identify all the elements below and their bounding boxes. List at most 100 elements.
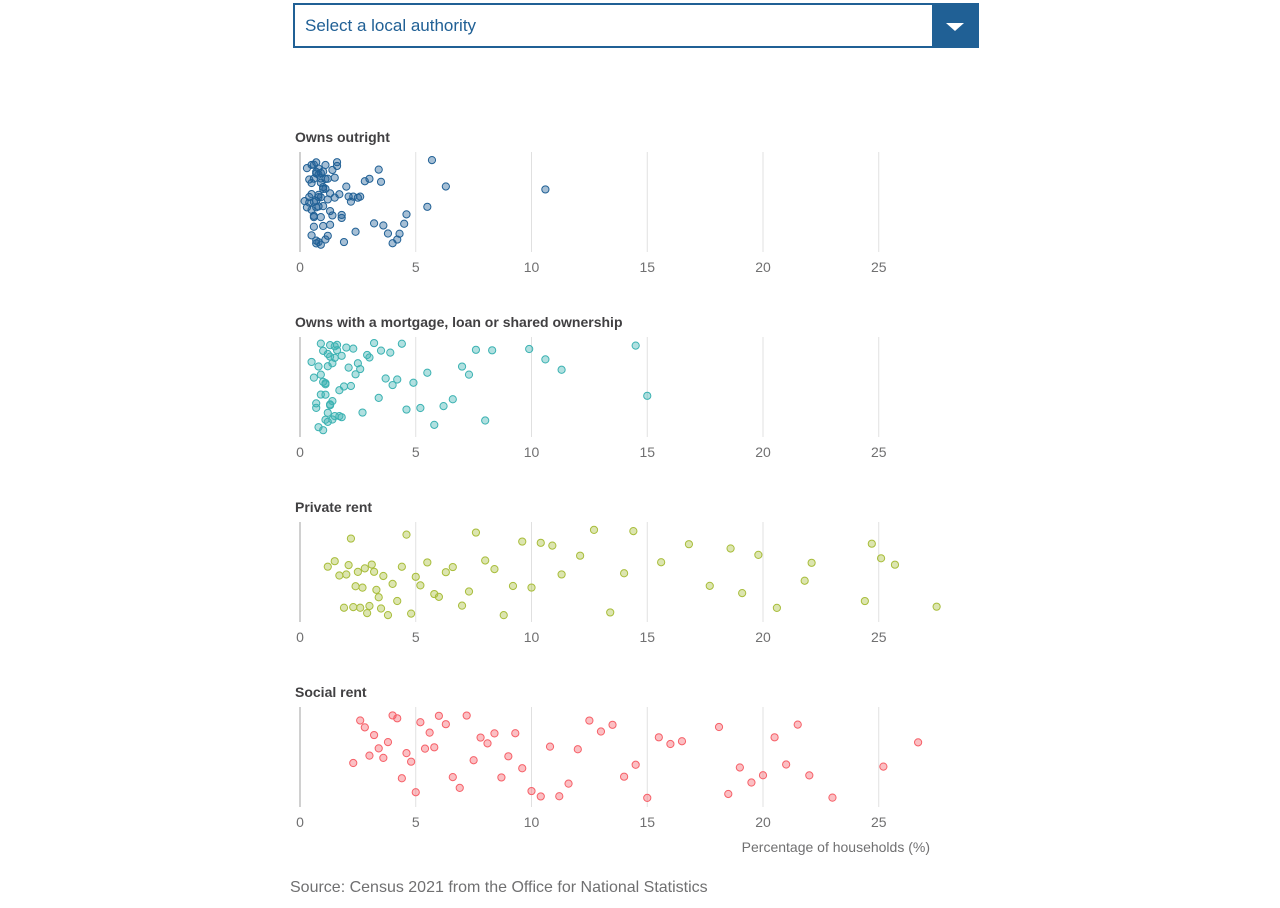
- data-point: [606, 608, 615, 617]
- data-point: [545, 742, 555, 751]
- data-point: [312, 403, 321, 412]
- data-point: [747, 778, 756, 787]
- data-point: [488, 346, 497, 355]
- data-point: [620, 772, 629, 781]
- data-point: [356, 603, 365, 612]
- data-point: [430, 589, 439, 599]
- data-point: [400, 219, 409, 228]
- data-point: [395, 229, 404, 238]
- data-point: [328, 211, 337, 220]
- data-point: [490, 729, 499, 738]
- tick-label: 10: [524, 444, 540, 460]
- data-point: [388, 579, 397, 588]
- data-point: [351, 370, 360, 379]
- data-point: [302, 203, 312, 212]
- data-point: [483, 739, 492, 748]
- data-point: [589, 525, 599, 534]
- data-point: [557, 570, 566, 579]
- data-point: [314, 190, 323, 199]
- data-point: [309, 373, 318, 382]
- data-point: [344, 363, 353, 372]
- dropdown-toggle-button[interactable]: [932, 4, 978, 47]
- tick-label: 20: [755, 259, 771, 275]
- data-point: [360, 723, 369, 732]
- data-point: [325, 206, 335, 216]
- tick-label: 5: [412, 259, 420, 275]
- data-point: [323, 231, 332, 240]
- data-point: [314, 362, 323, 371]
- data-point: [828, 793, 837, 802]
- data-point: [441, 568, 450, 577]
- data-point: [397, 339, 406, 348]
- data-point: [541, 355, 550, 364]
- data-point: [573, 745, 582, 754]
- data-point: [337, 213, 346, 223]
- data-point: [335, 190, 344, 199]
- data-point: [397, 562, 406, 571]
- data-point: [402, 405, 411, 414]
- data-point: [536, 792, 545, 801]
- data-point: [393, 375, 402, 384]
- data-point: [770, 733, 779, 742]
- data-point: [643, 793, 652, 802]
- data-point: [481, 556, 490, 565]
- tick-label: 25: [871, 629, 887, 645]
- data-point: [332, 158, 342, 167]
- data-point: [402, 749, 411, 758]
- data-point: [490, 564, 499, 574]
- data-point: [319, 202, 328, 211]
- data-point: [309, 222, 318, 231]
- data-point: [376, 177, 386, 186]
- data-point: [631, 760, 640, 769]
- panel-title: Social rent: [295, 684, 367, 700]
- data-point: [427, 156, 437, 165]
- data-point: [860, 596, 869, 606]
- tick-label: 20: [755, 629, 771, 645]
- data-point: [666, 739, 675, 749]
- data-point: [321, 390, 330, 399]
- data-point: [890, 560, 900, 569]
- data-point: [677, 737, 687, 746]
- data-point: [351, 227, 360, 236]
- tick-label: 5: [412, 444, 420, 460]
- data-point: [388, 711, 397, 720]
- data-point: [536, 538, 545, 547]
- data-point: [307, 231, 316, 240]
- data-point: [316, 240, 325, 249]
- data-point: [307, 357, 316, 367]
- data-point: [307, 190, 316, 199]
- data-point: [772, 603, 781, 612]
- data-point: [434, 711, 443, 720]
- data-point: [358, 583, 367, 592]
- data-point: [518, 537, 527, 546]
- data-point: [448, 773, 457, 782]
- local-authority-select[interactable]: Select a local authority: [293, 3, 979, 48]
- data-point: [464, 370, 474, 379]
- data-point: [654, 733, 663, 742]
- data-point: [557, 365, 566, 374]
- data-point: [337, 351, 346, 360]
- data-point: [342, 343, 351, 352]
- data-point: [576, 551, 585, 560]
- data-point: [358, 408, 367, 417]
- data-point: [369, 219, 379, 228]
- data-point: [800, 576, 809, 585]
- data-point: [356, 716, 365, 725]
- data-point: [342, 570, 351, 579]
- data-point: [879, 762, 888, 771]
- data-point: [471, 528, 481, 537]
- data-point: [374, 165, 383, 174]
- data-point: [620, 569, 629, 578]
- data-point: [330, 353, 339, 362]
- data-point: [914, 738, 923, 747]
- data-point: [555, 792, 564, 801]
- data-point: [714, 722, 724, 732]
- data-point: [365, 601, 374, 611]
- local-authority-select-placeholder: Select a local authority: [305, 16, 477, 35]
- data-point: [325, 220, 335, 229]
- data-point: [548, 541, 557, 550]
- data-point: [319, 221, 328, 231]
- data-point: [316, 339, 325, 348]
- data-point: [511, 729, 520, 738]
- data-point: [316, 193, 325, 202]
